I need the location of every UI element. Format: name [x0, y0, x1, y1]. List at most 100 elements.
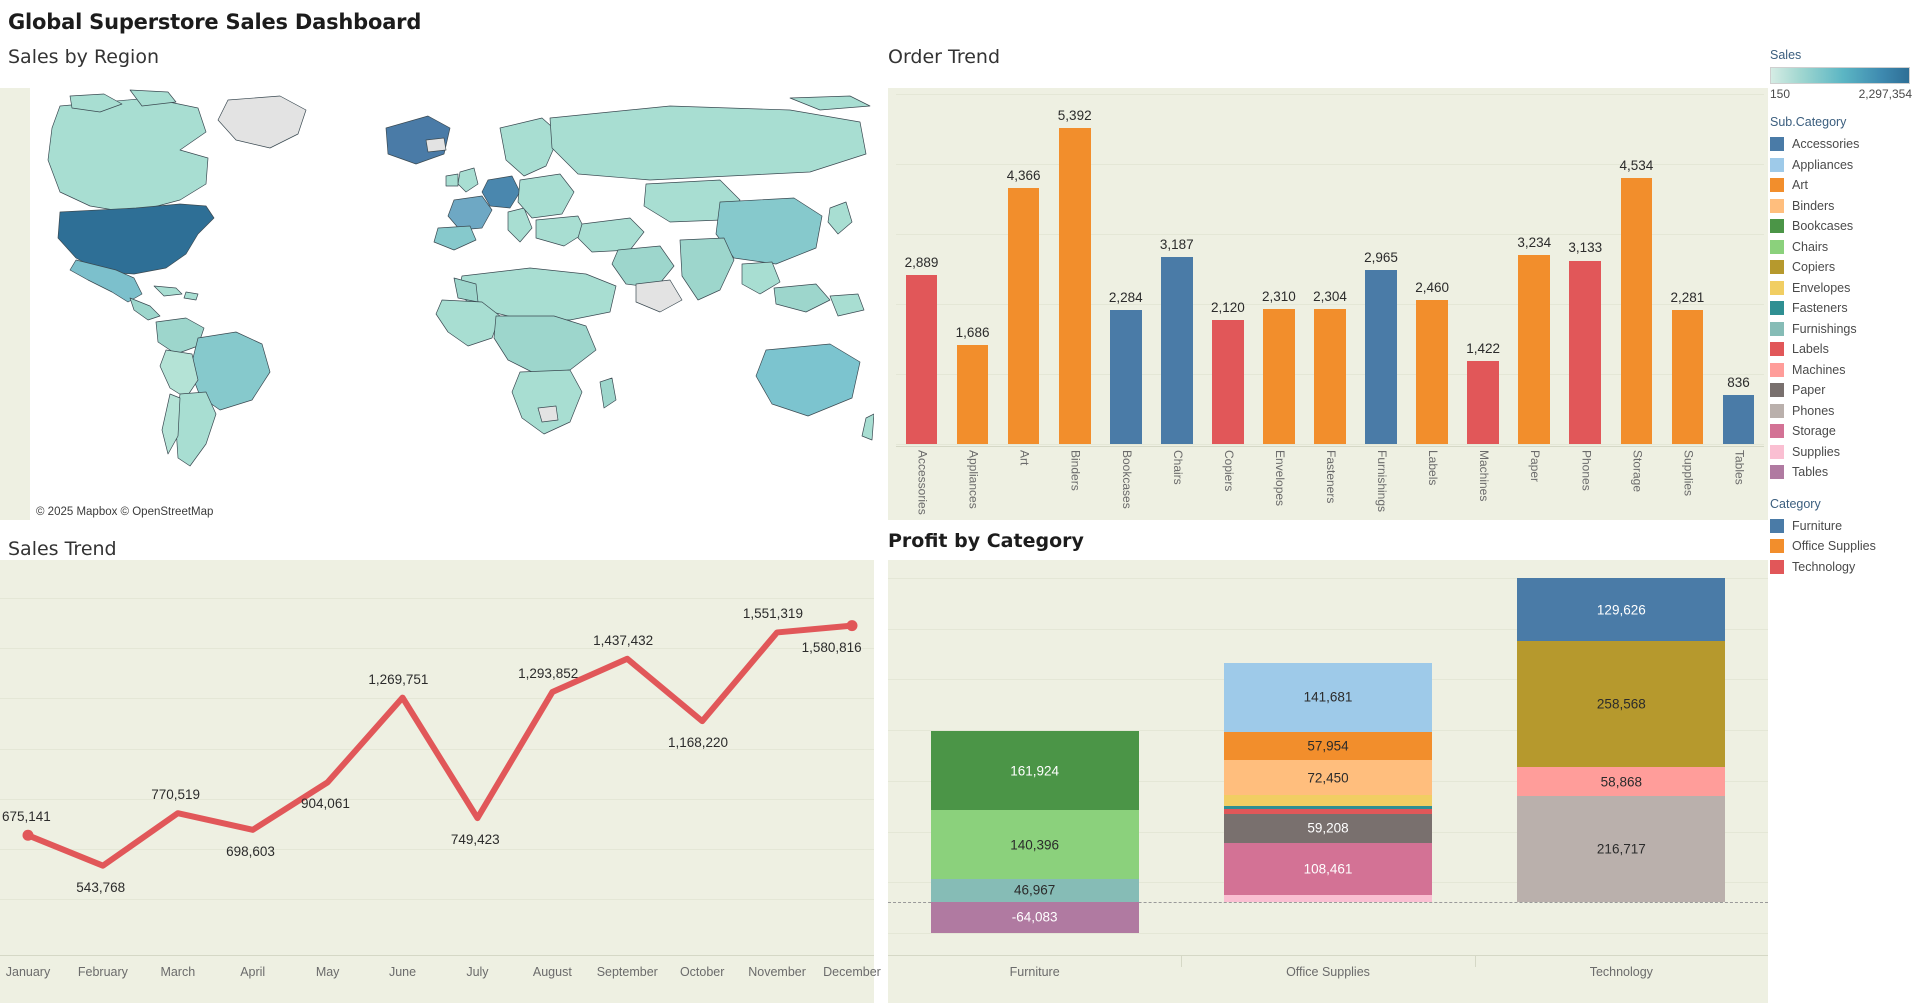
x-tick-september[interactable]: September	[596, 965, 658, 979]
stack-segment-appliances[interactable]: 141,681	[1224, 662, 1432, 732]
profit-by-category-panel[interactable]: 161,924 140,396 46,967 -64,083 141,681 57,954…	[888, 560, 1768, 1003]
x-tick-supplies[interactable]: Supplies	[1681, 450, 1696, 497]
x-tick-office-supplies[interactable]: Office Supplies	[1286, 965, 1370, 979]
stack-segment-bookcases[interactable]: 161,924	[930, 731, 1139, 811]
bar-supplies[interactable]	[1671, 310, 1704, 444]
bar-tables[interactable]	[1722, 395, 1755, 444]
bar-accessories[interactable]	[905, 274, 938, 444]
stack-segment-accessories[interactable]: 129,626	[1517, 578, 1726, 642]
stack-segment-envelopes[interactable]	[1224, 795, 1432, 807]
bar-binders[interactable]	[1058, 128, 1091, 444]
x-tick-april[interactable]: April	[240, 965, 266, 979]
x-tick-january[interactable]: January	[5, 965, 51, 979]
legend-item-chairs[interactable]: Chairs	[1770, 237, 1914, 258]
segment-value-label: 216,717	[1596, 841, 1646, 857]
bar-bookcases[interactable]	[1109, 310, 1142, 444]
legend-item-art[interactable]: Art	[1770, 175, 1914, 196]
bar-envelopes[interactable]	[1263, 308, 1295, 444]
legend-item-paper[interactable]: Paper	[1770, 380, 1914, 401]
bar-fasteners[interactable]	[1314, 309, 1346, 444]
legend-item-phones[interactable]: Phones	[1770, 401, 1914, 422]
x-tick-may[interactable]: May	[315, 965, 340, 979]
bar-storage[interactable]	[1620, 178, 1653, 444]
map-canvas[interactable]: © 2025 Mapbox © OpenStreetMap	[30, 88, 874, 520]
x-tick-october[interactable]: October	[679, 965, 725, 979]
stack-segment-tables[interactable]: -64,083	[930, 901, 1139, 933]
legend-item-label: Appliances	[1792, 157, 1854, 172]
stack-segment-binders[interactable]: 72,450	[1224, 760, 1432, 796]
bar-copiers[interactable]	[1212, 319, 1244, 444]
x-tick-accessories[interactable]: Accessories	[915, 450, 930, 515]
legend-item-office-supplies[interactable]: Office Supplies	[1770, 536, 1914, 557]
stack-segment-machines[interactable]: 58,868	[1517, 767, 1726, 797]
bar-value-label: 2,120	[1210, 299, 1245, 315]
legend-item-tables[interactable]: Tables	[1770, 462, 1914, 483]
x-tick-furniture[interactable]: Furniture	[1009, 965, 1060, 979]
segment-value-label: 57,954	[1307, 738, 1349, 754]
x-tick-paper[interactable]: Paper	[1528, 450, 1543, 483]
bar-paper[interactable]	[1518, 254, 1551, 444]
stack-segment-phones[interactable]: 216,717	[1517, 796, 1726, 902]
x-tick-technology[interactable]: Technology	[1589, 965, 1653, 979]
bar-art[interactable]	[1007, 188, 1040, 444]
stack-segment-chairs[interactable]: 140,396	[930, 810, 1139, 879]
bar-phones[interactable]	[1569, 260, 1602, 444]
legend-item-storage[interactable]: Storage	[1770, 421, 1914, 442]
stack-segment-storage[interactable]: 108,461	[1224, 842, 1432, 896]
order-trend-panel[interactable]: 2,889 1,686 4,366 5,392 2,284 3,187 2,120 2,310…	[888, 88, 1768, 520]
x-tick-chairs[interactable]: Chairs	[1170, 450, 1185, 485]
legend-item-furniture[interactable]: Furniture	[1770, 516, 1914, 537]
bar-appliances[interactable]	[956, 345, 989, 444]
stack-segment-fasteners[interactable]	[1224, 806, 1432, 810]
x-tick-tables[interactable]: Tables	[1732, 450, 1747, 485]
legend-item-fasteners[interactable]: Fasteners	[1770, 298, 1914, 319]
sales-trend-panel[interactable]: 675,141 543,768 770,519 698,603 904,061 1,269…	[0, 560, 881, 1003]
legend-item-binders[interactable]: Binders	[1770, 196, 1914, 217]
stack-segment-labels[interactable]	[1224, 809, 1432, 814]
panel-title-profit-by-category: Profit by Category	[888, 530, 1084, 552]
legend-item-accessories[interactable]: Accessories	[1770, 134, 1914, 155]
stack-segment-copiers[interactable]: 258,568	[1517, 641, 1726, 768]
sales-by-region-map-panel[interactable]: © 2025 Mapbox © OpenStreetMap	[0, 88, 874, 520]
x-tick-envelopes[interactable]: Envelopes	[1272, 450, 1287, 507]
legend-item-supplies[interactable]: Supplies	[1770, 442, 1914, 463]
x-tick-storage[interactable]: Storage	[1630, 450, 1645, 493]
bar-machines[interactable]	[1467, 360, 1499, 444]
x-tick-phones[interactable]: Phones	[1579, 450, 1594, 491]
x-tick-november[interactable]: November	[748, 965, 806, 979]
bar-furnishings[interactable]	[1365, 270, 1397, 444]
legend-item-labels[interactable]: Labels	[1770, 339, 1914, 360]
x-tick-june[interactable]: June	[388, 965, 417, 979]
stack-segment-furnishings[interactable]: 46,967	[930, 878, 1139, 902]
x-tick-august[interactable]: August	[532, 965, 572, 979]
legend-item-copiers[interactable]: Copiers	[1770, 257, 1914, 278]
line-value-label: 1,269,751	[368, 671, 429, 687]
x-tick-labels[interactable]: Labels	[1426, 450, 1441, 486]
legend-item-machines[interactable]: Machines	[1770, 360, 1914, 381]
x-tick-february[interactable]: February	[77, 965, 128, 979]
x-tick-bookcases[interactable]: Bookcases	[1119, 450, 1134, 509]
stack-segment-paper[interactable]: 59,208	[1224, 813, 1432, 843]
legend-item-label: Accessories	[1792, 137, 1860, 152]
gridline	[888, 578, 1768, 579]
bar-chairs[interactable]	[1160, 257, 1193, 444]
x-tick-july[interactable]: July	[466, 965, 489, 979]
x-tick-march[interactable]: March	[160, 965, 196, 979]
legend-item-appliances[interactable]: Appliances	[1770, 155, 1914, 176]
x-tick-copiers[interactable]: Copiers	[1221, 450, 1236, 492]
x-tick-art[interactable]: Art	[1017, 450, 1032, 466]
bar-labels[interactable]	[1416, 299, 1448, 444]
x-tick-december[interactable]: December	[823, 965, 881, 979]
x-tick-binders[interactable]: Binders	[1068, 450, 1083, 491]
x-tick-fasteners[interactable]: Fasteners	[1324, 450, 1338, 504]
legend-item-label: Envelopes	[1792, 280, 1851, 295]
x-tick-machines[interactable]: Machines	[1477, 450, 1492, 502]
x-tick-appliances[interactable]: Appliances	[966, 450, 981, 509]
legend-item-furnishings[interactable]: Furnishings	[1770, 319, 1914, 340]
legend-item-bookcases[interactable]: Bookcases	[1770, 216, 1914, 237]
stack-segment-art[interactable]: 57,954	[1224, 731, 1432, 760]
legend-item-envelopes[interactable]: Envelopes	[1770, 278, 1914, 299]
stack-segment-supplies[interactable]	[1224, 895, 1432, 902]
legend-item-technology[interactable]: Technology	[1770, 557, 1914, 578]
x-tick-furnishings[interactable]: Furnishings	[1375, 450, 1390, 513]
